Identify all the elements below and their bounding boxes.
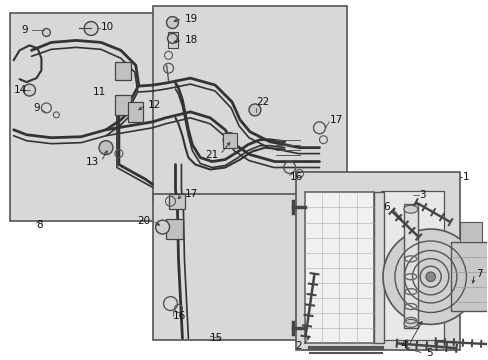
Bar	[115, 62, 131, 80]
Circle shape	[23, 84, 36, 96]
Circle shape	[84, 22, 98, 35]
Text: 8: 8	[37, 220, 43, 230]
Ellipse shape	[403, 205, 417, 213]
Text: 20: 20	[137, 216, 150, 226]
Text: 17: 17	[184, 189, 197, 199]
Text: 5: 5	[425, 348, 431, 358]
Text: 4: 4	[399, 340, 406, 350]
Bar	[403, 204, 417, 328]
Circle shape	[167, 33, 177, 44]
Bar	[223, 133, 237, 148]
Circle shape	[42, 28, 50, 36]
Bar	[373, 192, 383, 343]
Bar	[115, 95, 131, 115]
Circle shape	[166, 17, 178, 28]
Circle shape	[99, 141, 113, 154]
Bar	[460, 222, 481, 242]
Bar	[168, 194, 185, 209]
Text: 6: 6	[383, 202, 389, 212]
Bar	[10, 13, 157, 221]
Circle shape	[425, 272, 434, 282]
Bar	[304, 192, 373, 343]
Circle shape	[223, 133, 237, 147]
Bar	[380, 192, 443, 340]
Text: 19: 19	[184, 14, 197, 23]
Text: 9: 9	[21, 26, 28, 36]
Text: 21: 21	[204, 150, 218, 159]
Text: 22: 22	[255, 97, 268, 107]
Ellipse shape	[403, 319, 417, 327]
Text: 11: 11	[93, 87, 106, 97]
Text: 9: 9	[34, 103, 40, 113]
Text: 16: 16	[289, 172, 302, 183]
Text: 12: 12	[147, 100, 161, 110]
Text: 16: 16	[172, 311, 185, 321]
Text: 17: 17	[329, 115, 342, 125]
Text: 18: 18	[184, 35, 197, 45]
Text: 13: 13	[85, 157, 99, 167]
Bar	[127, 102, 142, 122]
Text: 1: 1	[462, 172, 468, 183]
Text: 15: 15	[210, 333, 223, 343]
Text: 3: 3	[418, 190, 425, 200]
Text: 14: 14	[14, 85, 27, 95]
Bar	[152, 194, 309, 340]
Bar	[449, 242, 488, 311]
Bar	[295, 172, 460, 350]
Text: 10: 10	[101, 22, 114, 32]
Text: 2: 2	[294, 341, 301, 351]
Circle shape	[155, 220, 169, 234]
Bar	[152, 6, 346, 201]
Circle shape	[382, 229, 477, 324]
Text: 7: 7	[475, 269, 482, 279]
Bar	[167, 32, 178, 48]
Bar	[165, 219, 183, 239]
Circle shape	[248, 104, 261, 116]
